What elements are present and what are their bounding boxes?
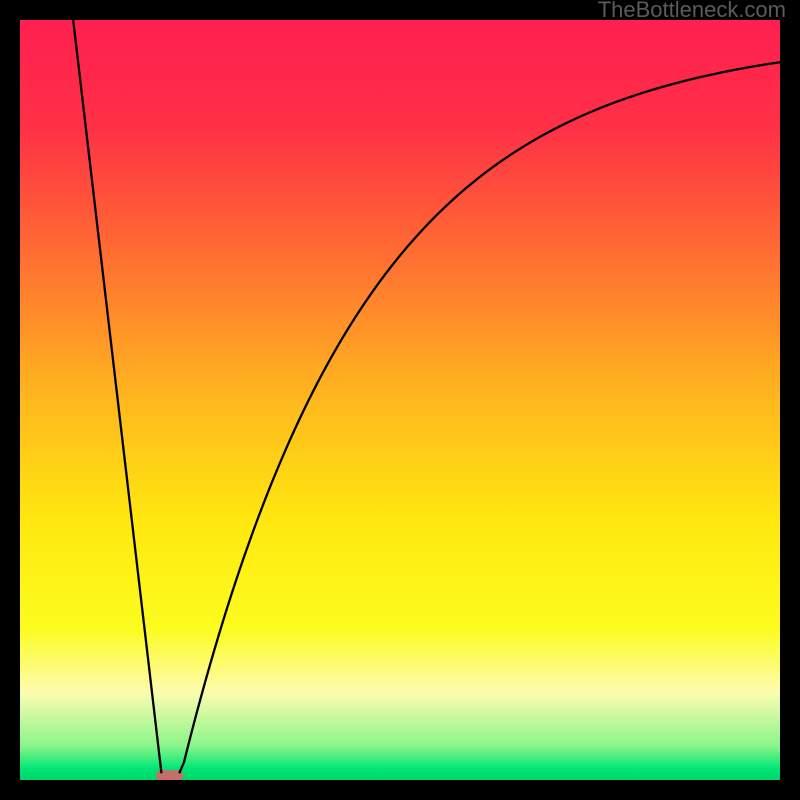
plot-area	[20, 20, 780, 780]
watermark-text: TheBottleneck.com	[598, 0, 786, 23]
curve-overlay	[20, 20, 780, 780]
chart-container: TheBottleneck.com	[0, 0, 800, 800]
